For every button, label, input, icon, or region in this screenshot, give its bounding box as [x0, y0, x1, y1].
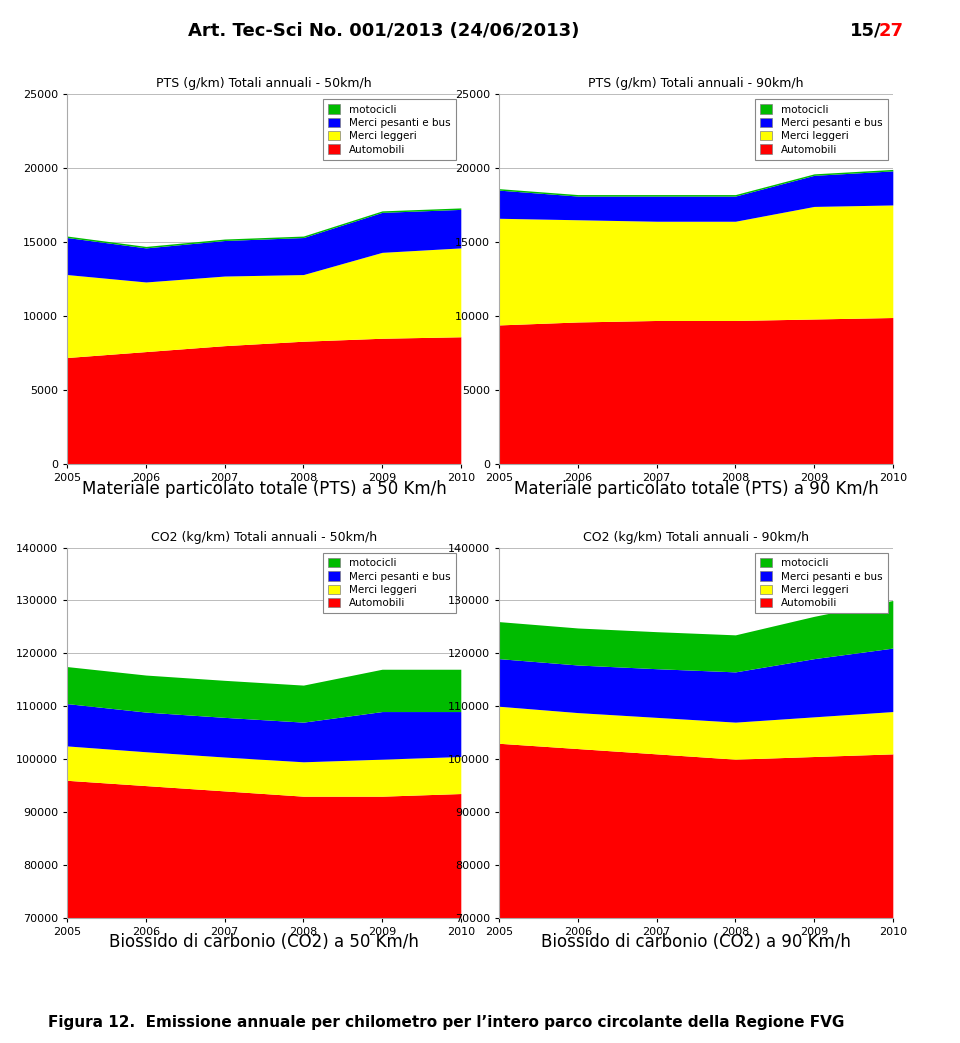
Legend: motocicli, Merci pesanti e bus, Merci leggeri, Automobili: motocicli, Merci pesanti e bus, Merci le… — [323, 553, 456, 613]
Text: Materiale particolato totale (PTS) a 50 Km/h: Materiale particolato totale (PTS) a 50 … — [82, 480, 446, 498]
Title: CO2 (kg/km) Totali annuali - 90km/h: CO2 (kg/km) Totali annuali - 90km/h — [583, 531, 809, 543]
Text: Biossido di carbonio (CO2) a 50 Km/h: Biossido di carbonio (CO2) a 50 Km/h — [109, 933, 419, 951]
Legend: motocicli, Merci pesanti e bus, Merci leggeri, Automobili: motocicli, Merci pesanti e bus, Merci le… — [323, 99, 456, 160]
Text: Biossido di carbonio (CO2) a 90 Km/h: Biossido di carbonio (CO2) a 90 Km/h — [541, 933, 851, 951]
Text: 27: 27 — [878, 22, 903, 40]
Title: PTS (g/km) Totali annuali - 50km/h: PTS (g/km) Totali annuali - 50km/h — [156, 77, 372, 90]
Text: 15/: 15/ — [850, 22, 881, 40]
Legend: motocicli, Merci pesanti e bus, Merci leggeri, Automobili: motocicli, Merci pesanti e bus, Merci le… — [755, 553, 888, 613]
Text: Figura 12.  Emissione annuale per chilometro per l’intero parco circolante della: Figura 12. Emissione annuale per chilome… — [48, 1016, 845, 1030]
Text: Materiale particolato totale (PTS) a 90 Km/h: Materiale particolato totale (PTS) a 90 … — [514, 480, 878, 498]
Text: Art. Tec-Sci No. 001/2013 (24/06/2013): Art. Tec-Sci No. 001/2013 (24/06/2013) — [188, 22, 580, 40]
Title: CO2 (kg/km) Totali annuali - 50km/h: CO2 (kg/km) Totali annuali - 50km/h — [151, 531, 377, 543]
Title: PTS (g/km) Totali annuali - 90km/h: PTS (g/km) Totali annuali - 90km/h — [588, 77, 804, 90]
Legend: motocicli, Merci pesanti e bus, Merci leggeri, Automobili: motocicli, Merci pesanti e bus, Merci le… — [755, 99, 888, 160]
